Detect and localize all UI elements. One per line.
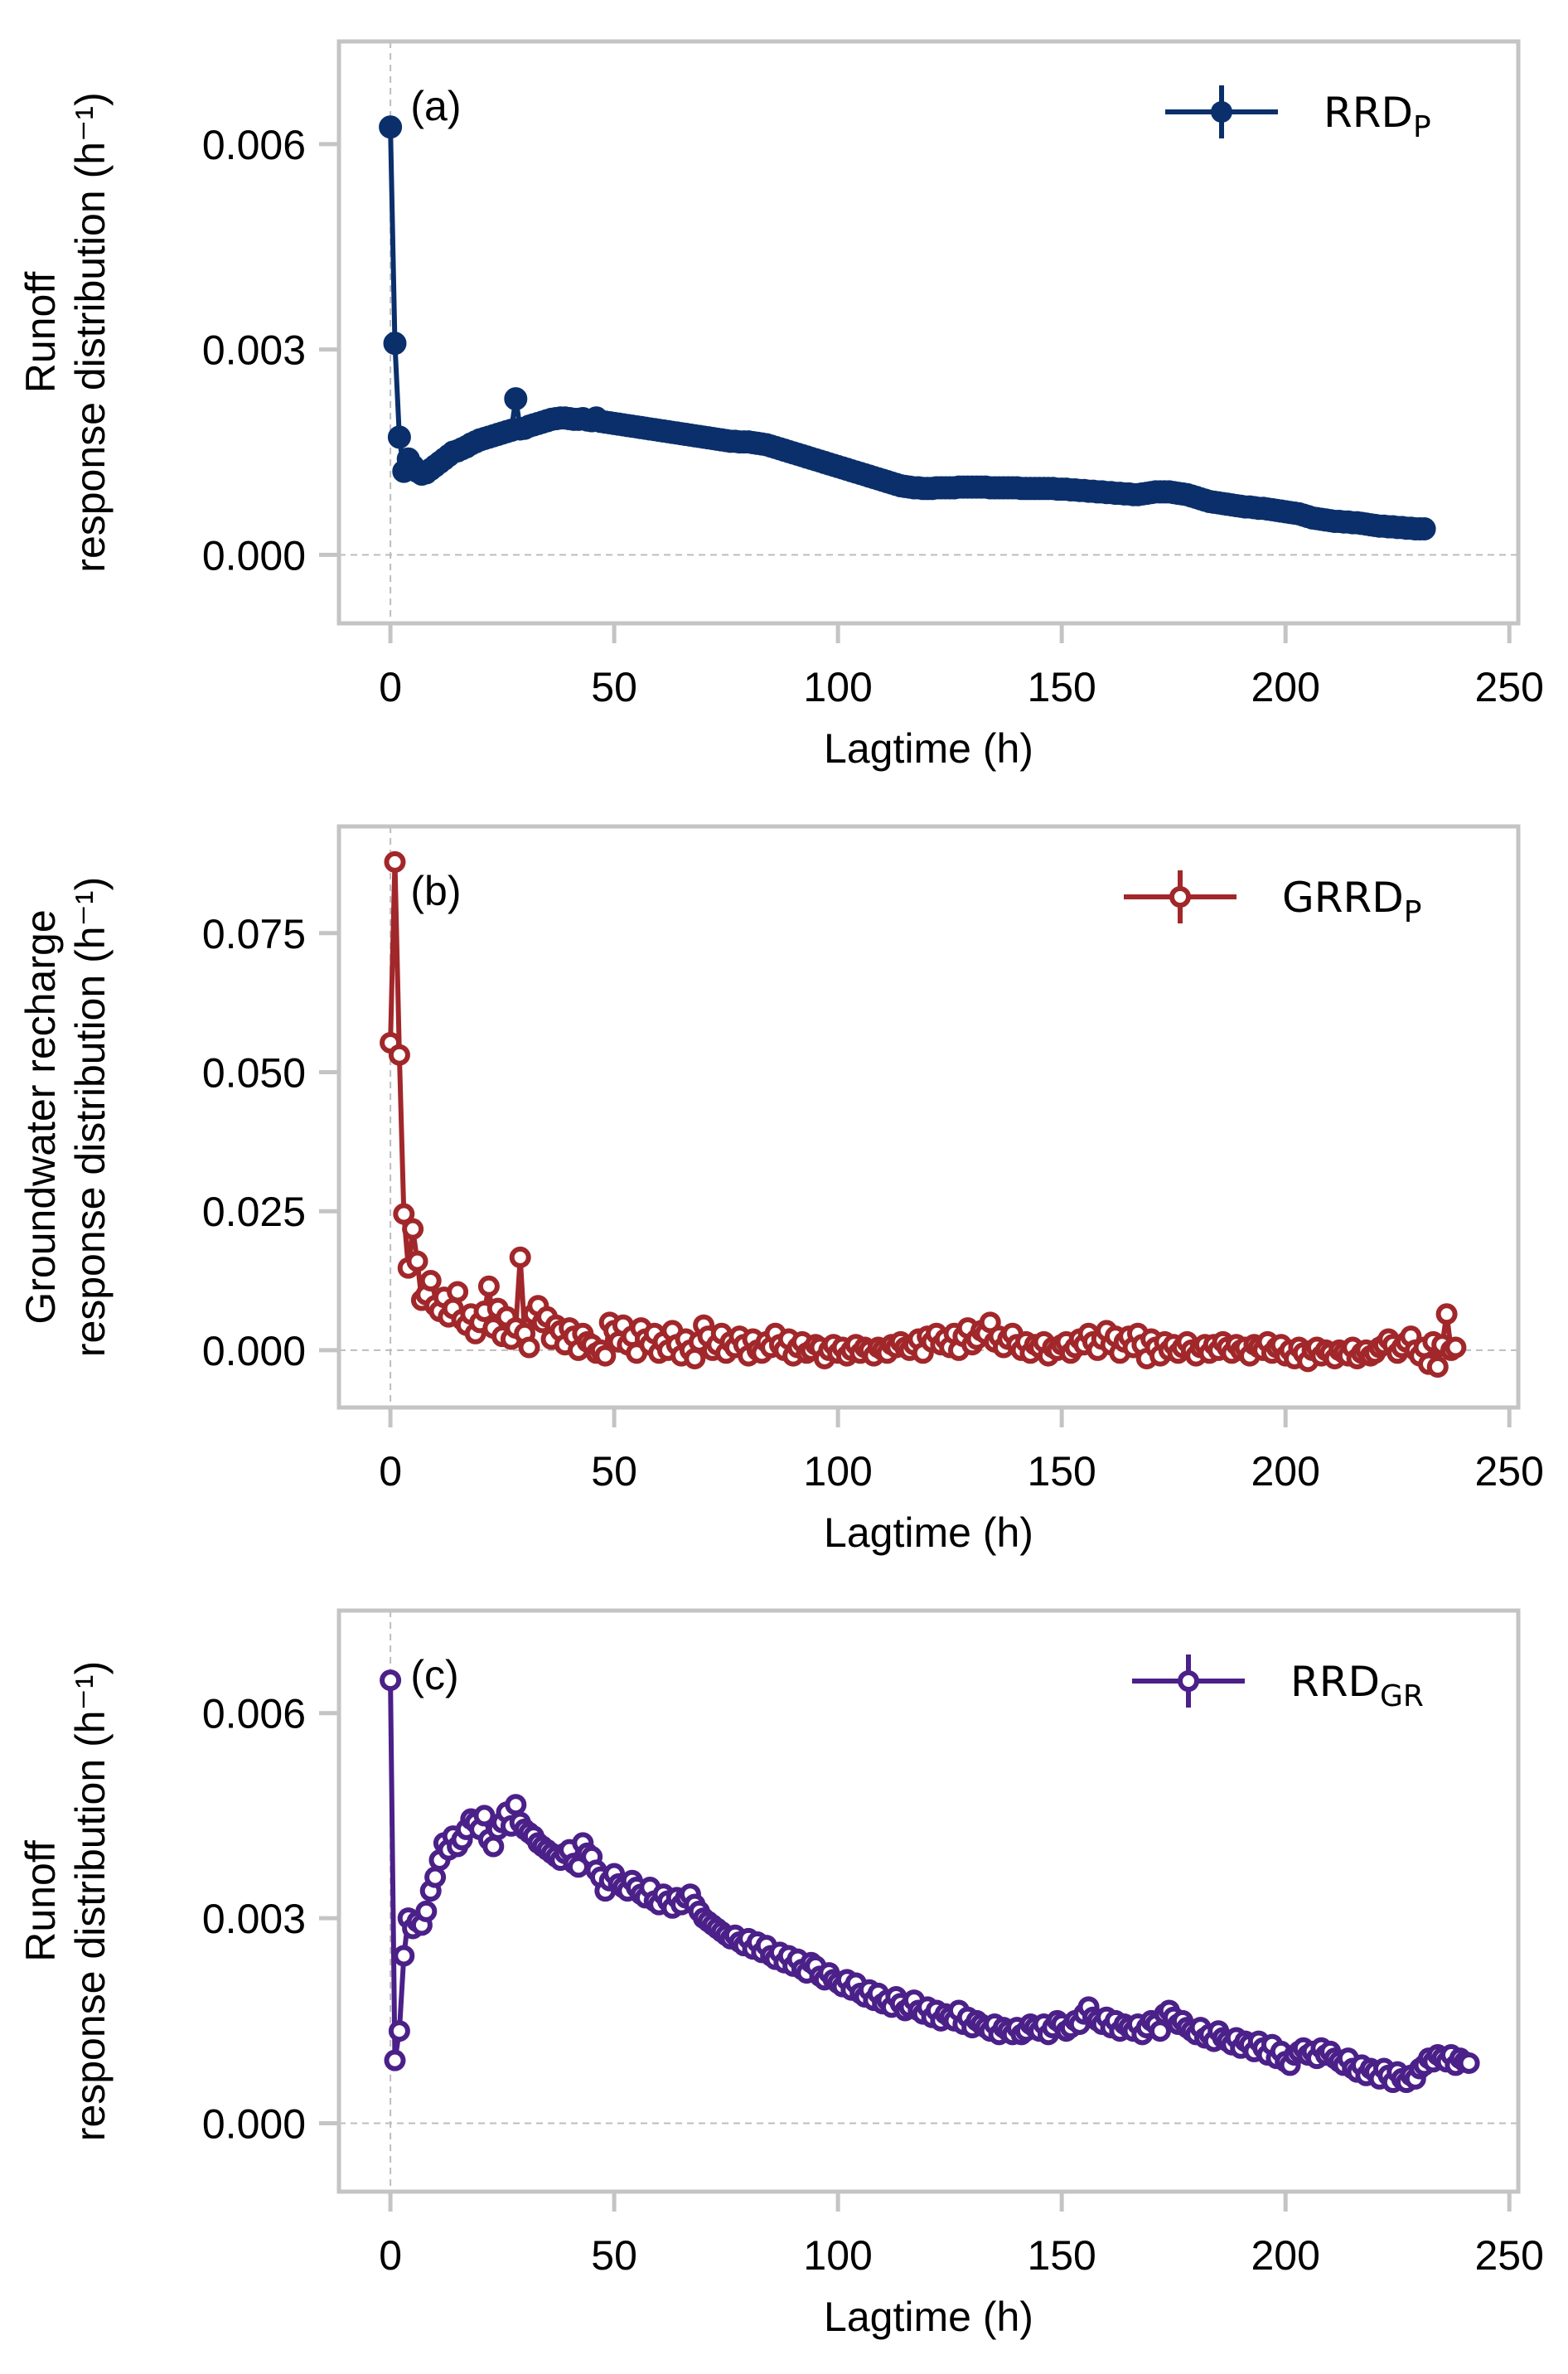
panel-label: (c) [410, 1652, 458, 1698]
data-point [424, 1866, 447, 1888]
data-point [388, 2020, 410, 2042]
x-tick-label: 100 [803, 2232, 872, 2279]
data-point [509, 1246, 531, 1268]
x-axis-title: Lagtime (h) [824, 725, 1033, 772]
y-axis-title-line: Runoff [17, 1840, 64, 1962]
data-point [1149, 2020, 1171, 2042]
panel-label: (a) [410, 83, 461, 129]
data-point [447, 1281, 469, 1303]
y-tick-label: 0.006 [202, 122, 306, 168]
y-axis-title: Runoffresponse distribution (h⁻¹) [17, 1661, 114, 2141]
data-point [384, 850, 406, 873]
x-tick-label: 150 [1027, 664, 1096, 710]
data-point [1412, 517, 1436, 541]
y-tick-label: 0.003 [202, 1896, 306, 1942]
x-tick-label: 0 [379, 2232, 402, 2279]
y-axis-title: Runoffresponse distribution (h⁻¹) [17, 92, 114, 572]
legend-label: RRDP [1324, 89, 1431, 144]
data-point [415, 1900, 438, 1922]
legend-label: GRRDP [1282, 874, 1421, 929]
data-point [477, 1275, 500, 1297]
data-point [406, 1250, 428, 1272]
data-point [1458, 2052, 1480, 2074]
x-tick-label: 100 [803, 1448, 872, 1495]
y-axis-title: Groundwater rechargeresponse distributio… [17, 877, 114, 1357]
panel-a: 0 50 100 150 200 250 0.000 0.003 0.006 Lagtime (h… [17, 39, 1544, 772]
x-tick-label: 200 [1251, 1448, 1319, 1495]
panel-label: (b) [410, 868, 461, 914]
legend[interactable]: GRRDP [1124, 870, 1421, 929]
data-point [383, 332, 407, 356]
data-point [1435, 1303, 1458, 1325]
x-tick-label: 0 [379, 664, 402, 710]
y-tick-label: 0.025 [202, 1189, 306, 1235]
y-tick-label: 0.000 [202, 2101, 306, 2148]
series-rrd-p [379, 115, 1436, 541]
series-grrd-p [380, 850, 1467, 1378]
legend-label-subscript: GR [1380, 1679, 1424, 1713]
y-tick-label: 0.000 [202, 1328, 306, 1374]
x-tick-label: 50 [591, 2232, 637, 2279]
data-point [594, 1344, 617, 1367]
y-axis-title-line: Groundwater recharge [17, 909, 64, 1324]
data-point [379, 115, 403, 139]
y-axis-title-line: Runoff [17, 272, 64, 394]
series-line [388, 127, 1425, 532]
series-line [388, 859, 1457, 1370]
y-axis-title-line: response distribution (h⁻¹) [67, 1661, 114, 2141]
legend[interactable]: RRDGR [1132, 1655, 1424, 1713]
panel-c: 0 50 100 150 200 250 0.000 0.003 0.006 Lagtime (h… [17, 1608, 1544, 2340]
legend-marker-icon [1211, 101, 1232, 123]
data-point [387, 425, 411, 449]
x-tick-label: 200 [1251, 664, 1319, 710]
data-point [482, 1835, 505, 1858]
data-point [518, 1336, 540, 1359]
data-point [419, 1270, 442, 1292]
legend-marker-icon [1178, 1670, 1199, 1692]
y-tick-label: 0.075 [202, 911, 306, 957]
y-tick-label: 0.006 [202, 1691, 306, 1737]
y-axis-title-line: response distribution (h⁻¹) [67, 877, 114, 1357]
y-tick-label: 0.003 [202, 327, 306, 374]
series-rrd-gr [380, 1669, 1480, 2094]
x-axis-title: Lagtime (h) [824, 2294, 1033, 2340]
x-tick-label: 250 [1474, 1448, 1543, 1495]
legend[interactable]: RRDP [1165, 85, 1431, 144]
data-point [380, 1669, 402, 1692]
data-point [393, 1203, 415, 1225]
y-tick-label: 0.000 [202, 532, 306, 579]
data-point [504, 387, 528, 411]
data-point [402, 1218, 424, 1240]
axes-frame [336, 824, 1521, 1410]
data-point [1426, 1356, 1449, 1378]
x-tick-label: 200 [1251, 2232, 1319, 2279]
data-point [505, 1794, 527, 1816]
x-axis-title: Lagtime (h) [824, 1509, 1033, 1556]
axes-frame [336, 1608, 1521, 2194]
x-tick-label: 50 [591, 1448, 637, 1495]
legend-label: RRDGR [1290, 1658, 1424, 1713]
x-tick-label: 250 [1474, 2232, 1543, 2279]
x-tick-label: 50 [591, 664, 637, 710]
data-point [393, 1945, 415, 1967]
x-tick-label: 0 [379, 1448, 402, 1495]
legend-marker-icon [1169, 886, 1191, 908]
data-point [1445, 1336, 1467, 1359]
legend-label-subscript: P [1404, 895, 1422, 929]
y-axis-title-line: response distribution (h⁻¹) [67, 92, 114, 572]
axes-frame [336, 39, 1521, 626]
data-point [388, 1044, 410, 1066]
x-tick-label: 150 [1027, 2232, 1096, 2279]
data-point [473, 1805, 496, 1827]
data-point [684, 1347, 706, 1369]
x-tick-label: 150 [1027, 1448, 1096, 1495]
data-point [384, 2049, 406, 2071]
y-tick-label: 0.050 [202, 1049, 306, 1096]
x-tick-label: 100 [803, 664, 872, 710]
x-tick-label: 250 [1474, 664, 1543, 710]
legend-label-subscript: P [1413, 110, 1431, 144]
panel-b: 0 50 100 150 200 250 0.000 0.025 0.050 0.075 Lagti… [17, 824, 1544, 1556]
